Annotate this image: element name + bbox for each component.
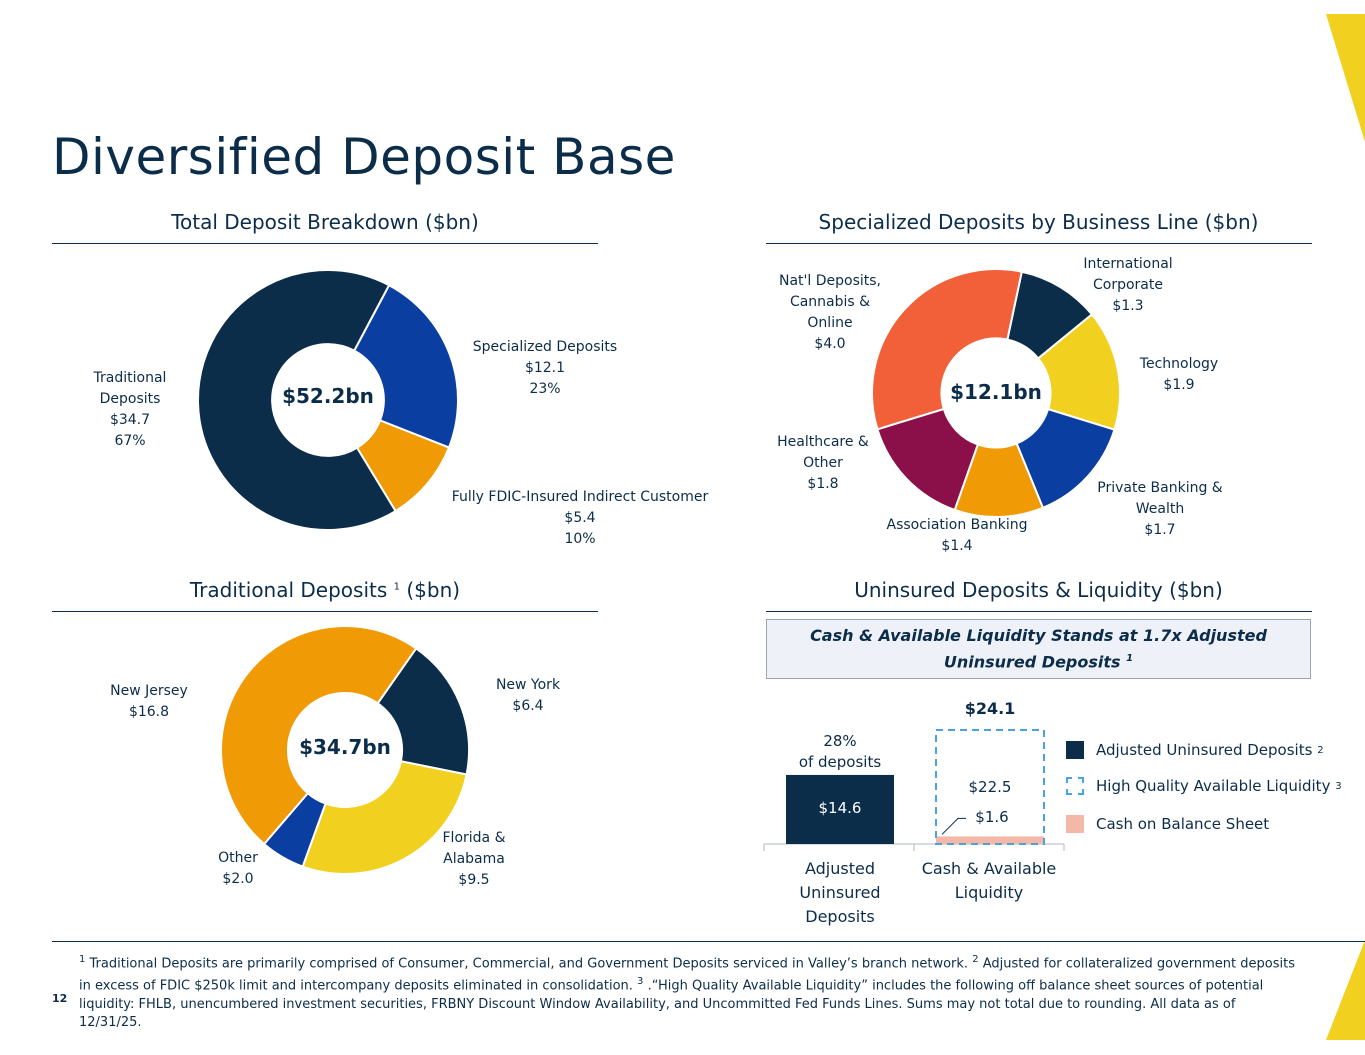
- callout-line-2: Uninsured Deposits 1: [943, 652, 1134, 672]
- slice-florida-alabama: [301, 760, 468, 875]
- slice-label-international-corporate: International Corporate $1.3: [1083, 256, 1173, 314]
- bar-category-adjusted: Adjusted Uninsured Deposits: [799, 859, 881, 926]
- callout-line-1: Cash & Available Liquidity Stands at 1.7…: [810, 626, 1267, 646]
- footnote: 1 Traditional Deposits are primarily com…: [79, 954, 1295, 1030]
- legend-adjusted-uninsured: Adjusted Uninsured Deposits 2: [1066, 741, 1324, 759]
- traditional-title-sup: 1: [393, 581, 401, 593]
- traditional-title-text: Traditional Deposits: [189, 578, 388, 602]
- page-number: 12: [52, 992, 68, 1005]
- slice-label-private-banking: Private Banking & Wealth $1.7: [1097, 480, 1223, 538]
- specialized-title: Specialized Deposits by Business Line ($…: [818, 210, 1259, 234]
- total-center-label: $52.2bn: [282, 384, 374, 408]
- slice-label-florida-alabama: Florida & Alabama $9.5: [442, 830, 506, 888]
- slice-label-association-banking: Association Banking $1.4: [886, 517, 1028, 554]
- slice-new-york: [376, 647, 470, 776]
- legend-swatch-hq: [1066, 777, 1084, 795]
- slice-traditional-deposits: [197, 269, 397, 531]
- traditional-center-label: $34.7bn: [299, 735, 391, 759]
- accent-triangle-bottom: [1326, 940, 1365, 1040]
- slice-label-new-york: New York $6.4: [495, 677, 561, 714]
- uninsured-title: Uninsured Deposits & Liquidity ($bn): [854, 578, 1223, 602]
- accent-triangle-top: [1326, 14, 1365, 142]
- specialized-deposit-donut: [871, 268, 1121, 518]
- slice-nat-l-deposits-cannabis-online: [871, 268, 1023, 431]
- slice-specialized-deposits: [352, 283, 459, 449]
- slice-label-specialized-deposits: Specialized Deposits $12.1 23%: [472, 339, 618, 397]
- total-deposit-rule: [52, 243, 598, 244]
- cash-leader-line: [941, 817, 966, 835]
- bar-cash-value-label: $1.6: [975, 808, 1009, 827]
- bar-category-liquidity: Cash & Available Liquidity: [921, 859, 1057, 902]
- traditional-deposit-donut: [220, 625, 470, 875]
- traditional-rule: [52, 611, 598, 612]
- traditional-title-suffix: ($bn): [406, 578, 461, 602]
- slice-label-other: Other $2.0: [218, 850, 258, 887]
- bar-liquidity-total-label: $24.1: [964, 699, 1016, 718]
- slice-label-healthcare: Healthcare & Other $1.8: [777, 434, 869, 492]
- accent-shape-bottom-right: [1326, 940, 1365, 1040]
- page-title: Diversified Deposit Base: [52, 128, 676, 186]
- bar-adjusted-value-label: $14.6: [818, 799, 862, 818]
- bar-hq-liquidity-value-label: $22.5: [968, 777, 1012, 796]
- uninsured-rule: [766, 611, 1312, 612]
- slice-label-natl-deposits: Nat'l Deposits, Cannabis & Online $4.0: [779, 273, 881, 352]
- slice-new-jersey: [220, 625, 418, 846]
- liquidity-callout: Cash & Available Liquidity Stands at 1.7…: [766, 619, 1311, 679]
- legend-cash-on-balance-sheet: Cash on Balance Sheet: [1066, 815, 1269, 833]
- slice-label-fdic-insured: Fully FDIC-Insured Indirect Customer $5.4…: [451, 489, 709, 547]
- bar-cash-on-balance-sheet: [936, 836, 1044, 844]
- traditional-title: Traditional Deposits 1 ($bn): [52, 578, 598, 602]
- specialized-rule: [766, 243, 1312, 244]
- bar-adjusted-top-label: 28% of deposits: [798, 731, 882, 771]
- bar-adjusted-uninsured: [786, 774, 894, 844]
- slice-label-new-jersey: New Jersey $16.8: [110, 683, 188, 720]
- legend-swatch-adjusted: [1066, 741, 1084, 759]
- bar-hq-available-liquidity: [935, 729, 1045, 845]
- legend-hq-liquidity: High Quality Available Liquidity 3: [1066, 777, 1342, 795]
- slice-label-technology: Technology $1.9: [1139, 356, 1219, 393]
- specialized-center-label: $12.1bn: [950, 380, 1042, 404]
- total-deposit-donut: [197, 269, 459, 531]
- total-deposit-title: Total Deposit Breakdown ($bn): [171, 210, 479, 234]
- legend-swatch-cash: [1066, 815, 1084, 833]
- uninsured-bar-chart: [763, 729, 1065, 851]
- slice-label-traditional-deposits: Traditional Deposits $34.7 67%: [93, 370, 167, 449]
- accent-shape-top-right: [1326, 14, 1365, 142]
- footer-rule: [52, 941, 1365, 942]
- slice-technology: [1036, 313, 1121, 431]
